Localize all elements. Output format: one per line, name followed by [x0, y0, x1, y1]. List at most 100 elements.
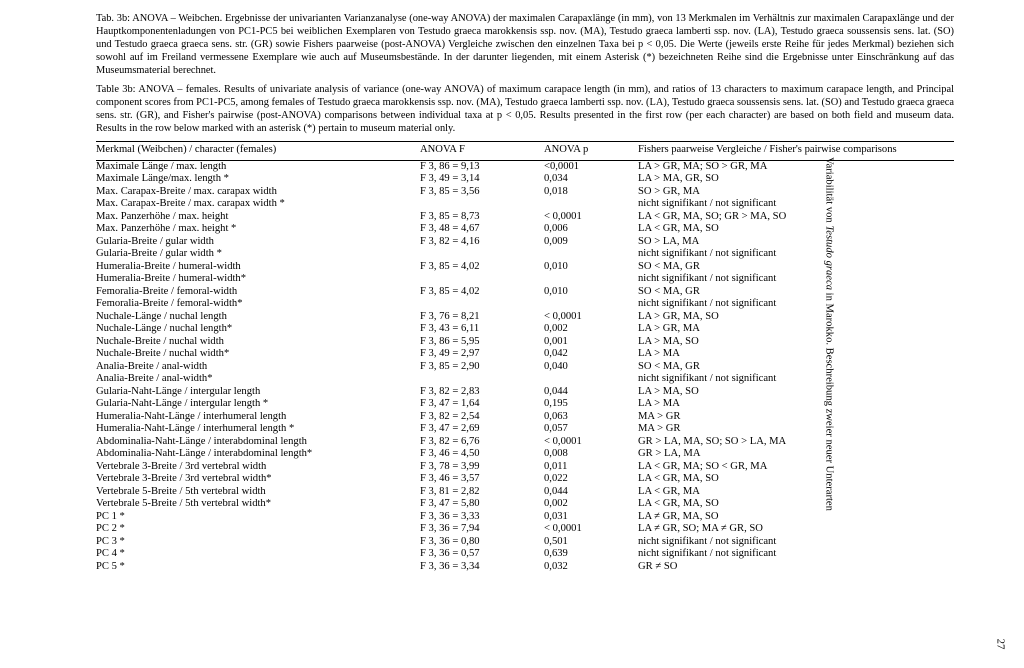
cell-anova-p: 0,010 [544, 261, 638, 274]
cell-character: Femoralia-Breite / femoral-width [96, 286, 420, 299]
cell-anova-p: 0,001 [544, 336, 638, 349]
cell-character: Maximale Länge / max. length [96, 160, 420, 173]
cell-anova-f: F 3, 85 = 2,90 [420, 361, 544, 374]
cell-character: Humeralia-Naht-Länge / interhumeral leng… [96, 411, 420, 424]
cell-character: Gularia-Breite / gular width * [96, 248, 420, 261]
cell-anova-f: F 3, 82 = 2,54 [420, 411, 544, 424]
cell-anova-f: F 3, 36 = 3,34 [420, 561, 544, 574]
cell-anova-p: 0,009 [544, 236, 638, 249]
caption-de-body: Ergebnisse der univarianten Varianzanaly… [96, 13, 954, 76]
caption-en-label: Table 3b: [96, 84, 136, 95]
cell-fisher: LA ≠ GR, MA, SO [638, 511, 954, 524]
cell-anova-f: F 3, 86 = 5,95 [420, 336, 544, 349]
cell-fisher: LA > MA, GR, SO [638, 173, 954, 186]
cell-character: Max. Carapax-Breite / max. carapax width [96, 186, 420, 199]
cell-character: Nuchale-Länge / nuchal length* [96, 323, 420, 336]
cell-fisher: GR > LA, MA [638, 448, 954, 461]
cell-anova-f: F 3, 78 = 3,99 [420, 461, 544, 474]
cell-anova-f [420, 248, 544, 261]
cell-character: Abdominalia-Naht-Länge / interabdominal … [96, 436, 420, 449]
cell-character: Abdominalia-Naht-Länge / interabdominal … [96, 448, 420, 461]
cell-anova-f: F 3, 46 = 4,50 [420, 448, 544, 461]
cell-anova-f: F 3, 81 = 2,82 [420, 486, 544, 499]
cell-anova-p: < 0,0001 [544, 311, 638, 324]
cell-character: Humeralia-Naht-Länge / interhumeral leng… [96, 423, 420, 436]
cell-fisher: SO < MA, GR [638, 261, 954, 274]
cell-anova-p: 0,040 [544, 361, 638, 374]
cell-anova-f: F 3, 36 = 0,57 [420, 548, 544, 561]
cell-anova-p [544, 298, 638, 311]
cell-anova-f [420, 273, 544, 286]
cell-character: Max. Panzerhöhe / max. height [96, 211, 420, 224]
cell-anova-p: 0,034 [544, 173, 638, 186]
cell-fisher: nicht signifikant / not significant [638, 198, 954, 211]
cell-anova-p: 0,011 [544, 461, 638, 474]
caption-en-body: Results of univariate analysis of varian… [96, 84, 954, 134]
cell-fisher: GR > LA, MA, SO; SO > LA, MA [638, 436, 954, 449]
cell-fisher: LA < GR, MA [638, 486, 954, 499]
cell-character: Gularia-Breite / gular width [96, 236, 420, 249]
cell-fisher: LA > MA [638, 398, 954, 411]
cell-anova-f: F 3, 47 = 1,64 [420, 398, 544, 411]
cell-anova-p: 0,044 [544, 386, 638, 399]
cell-character: Femoralia-Breite / femoral-width* [96, 298, 420, 311]
header-character: Merkmal (Weibchen) / character (females) [96, 142, 420, 161]
cell-fisher: LA < GR, MA; SO < GR, MA [638, 461, 954, 474]
caption-english: Table 3b: ANOVA – females. Results of un… [96, 83, 954, 135]
cell-anova-p: 0,010 [544, 286, 638, 299]
cell-fisher: LA > MA, SO [638, 336, 954, 349]
cell-fisher: SO > GR, MA [638, 186, 954, 199]
cell-character: Nuchale-Breite / nuchal width* [96, 348, 420, 361]
cell-anova-f: F 3, 36 = 7,94 [420, 523, 544, 536]
cell-fisher: GR ≠ SO [638, 561, 954, 574]
caption-de-title: ANOVA – Weibchen. [132, 13, 222, 24]
cell-character: PC 2 * [96, 523, 420, 536]
cell-anova-f: F 3, 49 = 2,97 [420, 348, 544, 361]
cell-anova-p: 0,006 [544, 223, 638, 236]
cell-fisher: LA < GR, MA, SO [638, 498, 954, 511]
cell-anova-f [420, 373, 544, 386]
cell-fisher: LA < GR, MA, SO [638, 473, 954, 486]
cell-character: Nuchale-Breite / nuchal width [96, 336, 420, 349]
cell-fisher: LA > GR, MA [638, 323, 954, 336]
cell-character: Max. Panzerhöhe / max. height * [96, 223, 420, 236]
cell-character: Maximale Länge/max. length * [96, 173, 420, 186]
cell-anova-f: F 3, 76 = 8,21 [420, 311, 544, 324]
cell-fisher: LA < GR, MA, SO [638, 223, 954, 236]
running-title: Variabilität von Testudo graeca in Marok… [824, 157, 835, 511]
cell-fisher: SO < MA, GR [638, 286, 954, 299]
caption-de-label: Tab. 3b: [96, 13, 130, 24]
cell-anova-f [420, 298, 544, 311]
cell-anova-f: F 3, 82 = 2,83 [420, 386, 544, 399]
caption-german: Tab. 3b: ANOVA – Weibchen. Ergebnisse de… [96, 12, 954, 77]
cell-fisher: MA > GR [638, 411, 954, 424]
cell-anova-p [544, 373, 638, 386]
cell-anova-p [544, 273, 638, 286]
cell-anova-p: 0,044 [544, 486, 638, 499]
cell-anova-p: 0,002 [544, 498, 638, 511]
cell-anova-f: F 3, 82 = 6,76 [420, 436, 544, 449]
cell-character: Vertebrale 5-Breite / 5th vertebral widt… [96, 486, 420, 499]
cell-fisher: nicht signifikant / not significant [638, 298, 954, 311]
cell-anova-p: 0,018 [544, 186, 638, 199]
cell-fisher: SO > LA, MA [638, 236, 954, 249]
cell-character: Humeralia-Breite / humeral-width [96, 261, 420, 274]
cell-anova-p: 0,032 [544, 561, 638, 574]
header-anova-p: ANOVA p [544, 142, 638, 161]
cell-character: PC 3 * [96, 536, 420, 549]
running-title-suffix: in Marokko. Beschreibung zweier neuer Un… [824, 290, 835, 511]
header-anova-f: ANOVA F [420, 142, 544, 161]
cell-anova-p: 0,063 [544, 411, 638, 424]
cell-anova-p: 0,501 [544, 536, 638, 549]
cell-anova-p: 0,639 [544, 548, 638, 561]
cell-character: Vertebrale 3-Breite / 3rd vertebral widt… [96, 473, 420, 486]
cell-anova-f: F 3, 82 = 4,16 [420, 236, 544, 249]
cell-fisher: LA ≠ GR, SO; MA ≠ GR, SO [638, 523, 954, 536]
cell-character: Nuchale-Länge / nuchal length [96, 311, 420, 324]
cell-fisher: nicht signifikant / not significant [638, 373, 954, 386]
page-number: 27 [995, 639, 1007, 650]
cell-anova-f: F 3, 85 = 8,73 [420, 211, 544, 224]
cell-anova-f: F 3, 48 = 4,67 [420, 223, 544, 236]
cell-character: Analia-Breite / anal-width* [96, 373, 420, 386]
cell-anova-f: F 3, 43 = 6,11 [420, 323, 544, 336]
